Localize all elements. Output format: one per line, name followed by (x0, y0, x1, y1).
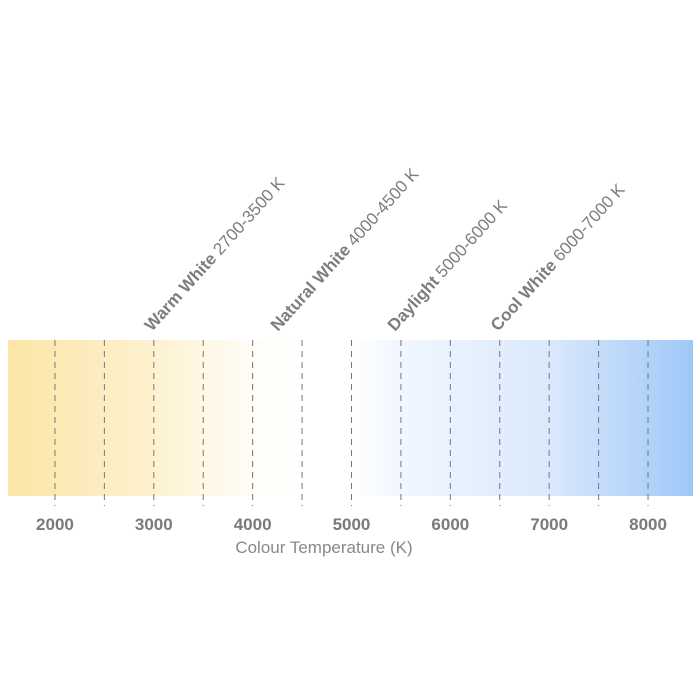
range-label: Daylight 5000-6000 K (384, 196, 512, 335)
range-name: Cool White (487, 252, 564, 334)
tick-label-5000: 5000 (333, 515, 371, 534)
range-value: 4000-4500 K (343, 164, 423, 250)
tick-label-8000: 8000 (629, 515, 667, 534)
tick-label-7000: 7000 (530, 515, 568, 534)
range-value: 2700-3500 K (209, 173, 289, 259)
range-label: Warm White 2700-3500 K (141, 173, 289, 335)
range-name: Natural White (267, 237, 358, 335)
tick-label-4000: 4000 (234, 515, 272, 534)
range-label: Cool White 6000-7000 K (487, 180, 629, 335)
range-name: Daylight (384, 269, 446, 335)
x-axis-title: Colour Temperature (K) (235, 538, 412, 557)
colour-temperature-bar (8, 340, 693, 496)
range-name: Warm White (141, 246, 224, 335)
tick-label-3000: 3000 (135, 515, 173, 534)
tick-label-6000: 6000 (431, 515, 469, 534)
range-value: 5000-6000 K (432, 196, 512, 282)
range-value: 6000-7000 K (549, 180, 629, 266)
tick-label-2000: 2000 (36, 515, 74, 534)
